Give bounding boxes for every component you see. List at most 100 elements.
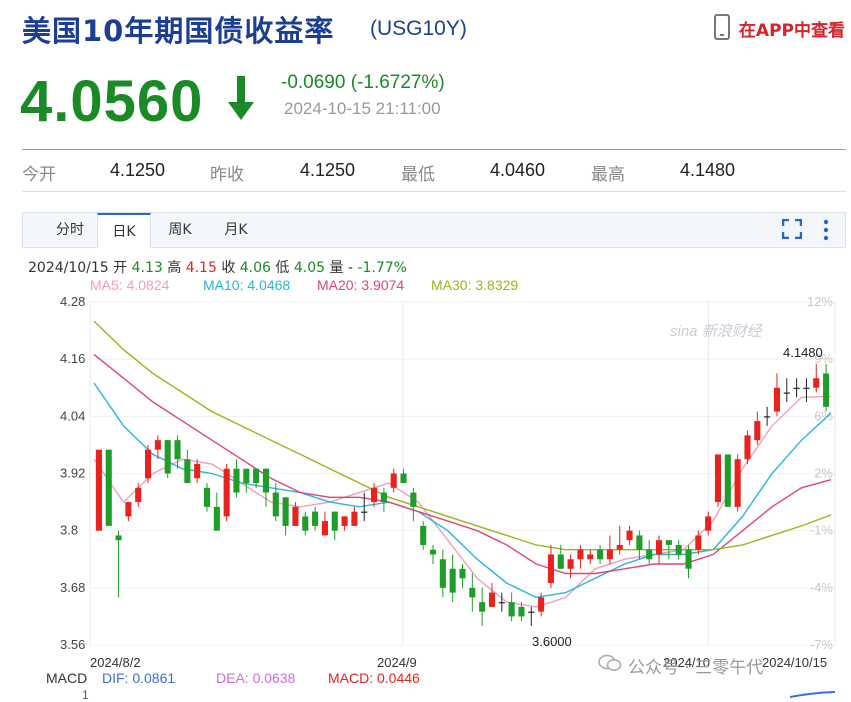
pct-tick-label: 12% — [807, 294, 833, 309]
candle-body — [154, 440, 161, 450]
candle-body — [312, 511, 319, 526]
candle — [174, 435, 181, 469]
quote-timestamp: 2024-10-15 21:11:00 — [284, 99, 441, 118]
candle-body — [439, 559, 446, 588]
stat-low-label: 最低 — [401, 165, 435, 185]
candle — [547, 544, 554, 588]
candle-body — [567, 559, 574, 569]
candle-body — [724, 454, 731, 507]
stats-bar: 今开 4.1250 昨收 4.1250 最低 4.0460 最高 4.1480 — [22, 149, 846, 192]
macd-label: MACD — [46, 670, 88, 686]
stat-high-label: 最高 — [591, 165, 625, 185]
open-in-app-link[interactable]: 在APP中查看 — [738, 21, 845, 41]
candle-body — [655, 540, 663, 555]
candle-body — [282, 497, 289, 526]
candle — [773, 373, 780, 417]
candle — [557, 544, 564, 569]
kline-chart[interactable]: sina 新浪财经 4.28 4.16 4.04 3.92 3.8 3.68 3.56 12… — [0, 290, 851, 670]
candle — [764, 406, 771, 426]
more-menu-icon[interactable] — [822, 219, 830, 241]
fullscreen-icon[interactable] — [782, 219, 802, 239]
candle-body — [164, 440, 171, 474]
y-tick-label: 3.68 — [60, 580, 85, 595]
ma30-legend: MA30: 3.8329 — [431, 277, 519, 293]
candle-body — [184, 459, 191, 484]
candle-body — [400, 473, 407, 484]
candle-body — [145, 449, 152, 479]
stat-open-label: 今开 — [22, 165, 56, 185]
candle-body — [105, 449, 112, 526]
candle-body — [646, 549, 653, 560]
ma30-line — [93, 320, 832, 551]
candle — [734, 454, 741, 512]
candle — [390, 468, 397, 493]
candle-body — [754, 421, 761, 441]
candle — [253, 468, 260, 488]
ohlc-close-label: 收 — [221, 260, 236, 276]
candle — [439, 549, 446, 598]
x-tick-label: 2024/10/15 — [762, 655, 827, 670]
macd-dea: DEA: 0.0638 — [216, 670, 296, 686]
candle — [400, 468, 407, 484]
candle — [292, 502, 299, 526]
y-tick-label: 4.16 — [60, 351, 85, 366]
candle-body — [213, 506, 220, 531]
candles — [95, 363, 830, 626]
tab-monthly-k[interactable]: 月K — [224, 222, 248, 238]
candle-body — [803, 387, 810, 389]
candle — [420, 521, 427, 550]
ma20-line — [93, 353, 832, 575]
candle — [479, 587, 486, 626]
candle — [597, 544, 604, 565]
candle-body — [262, 468, 270, 493]
candle — [577, 544, 584, 569]
candle — [331, 511, 338, 541]
candle — [783, 378, 790, 403]
candle-body — [459, 568, 466, 579]
candle-body — [508, 602, 515, 617]
candle — [194, 459, 201, 484]
candle-body — [429, 549, 437, 555]
candle-body — [390, 473, 397, 488]
stat-prevclose-label: 昨收 — [210, 165, 244, 185]
ohlc-readout: 2024/10/15 开 4.13 高 4.15 收 4.06 低 4.05 量… — [28, 257, 407, 277]
candle — [606, 535, 613, 565]
candle — [744, 430, 751, 464]
candle-body — [302, 516, 309, 531]
candle-body — [793, 387, 800, 389]
candle-body — [636, 535, 643, 550]
pct-tick-label: -7% — [810, 637, 834, 652]
candle-body — [813, 378, 820, 388]
account-watermark: 公众号 · 三零午代 — [628, 658, 764, 678]
candle — [567, 554, 574, 579]
pct-tick-label: 9% — [814, 351, 833, 366]
candle-body — [823, 373, 830, 407]
ma10-line — [93, 382, 832, 599]
phone-icon[interactable] — [714, 14, 730, 40]
tab-weekly-k[interactable]: 周K — [168, 222, 192, 238]
y-tick-label: 3.56 — [60, 637, 85, 652]
tab-daily-k[interactable]: 日K — [97, 213, 151, 248]
candle-body — [115, 535, 122, 541]
candle-body — [783, 392, 790, 394]
candle-body — [449, 568, 456, 593]
candle-body — [538, 597, 545, 612]
candle-body — [606, 549, 613, 560]
pct-tick-label: -4% — [810, 580, 834, 595]
candle — [793, 378, 800, 398]
tab-intraday[interactable]: 分时 — [56, 222, 84, 238]
ohlc-vol-label: 量 — [329, 260, 344, 276]
candle-body — [380, 492, 387, 503]
current-price: 4.0560 — [20, 69, 204, 134]
candle-body — [597, 549, 604, 560]
candle-body — [705, 516, 712, 531]
candle-body — [420, 525, 427, 545]
candle — [528, 606, 535, 626]
candle-body — [773, 387, 780, 412]
x-tick-label: 2024/8/2 — [90, 655, 141, 670]
candle — [321, 511, 328, 536]
candle — [636, 530, 643, 560]
ohlc-low-label: 低 — [275, 260, 290, 276]
candle-body — [331, 511, 338, 531]
candle — [351, 506, 358, 526]
